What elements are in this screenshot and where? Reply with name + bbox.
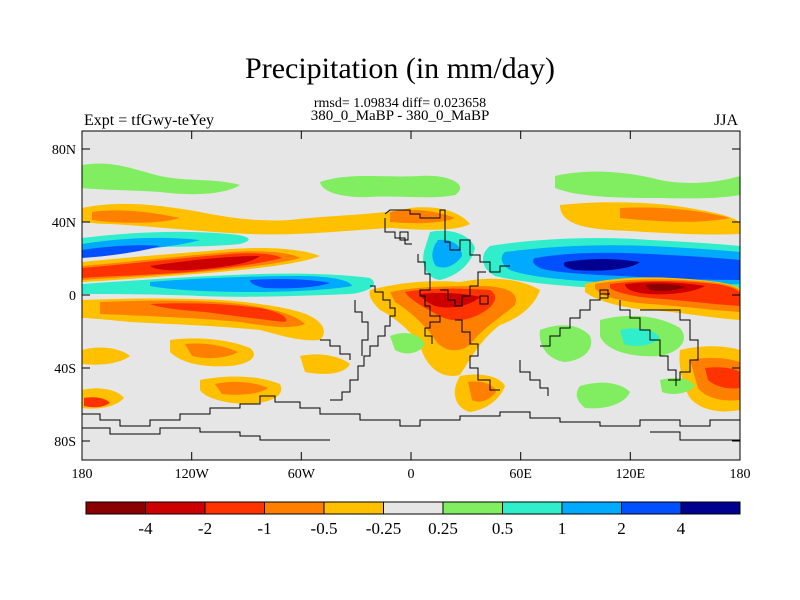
colorbar-label: -0.5 <box>311 519 338 538</box>
lat-label: 0 <box>69 289 76 304</box>
colorbar-label: 4 <box>677 519 686 538</box>
experiment-label: Expt = tfGwy-teYey <box>84 112 215 129</box>
colorbar-label: -4 <box>138 519 153 538</box>
colorbar-box-5 <box>323 501 384 515</box>
lon-label: 120W <box>175 467 210 482</box>
colorbar-box-10 <box>621 501 682 515</box>
lon-label: 120E <box>616 467 646 482</box>
lat-label: 40S <box>54 362 76 377</box>
lon-label: 60W <box>288 467 316 482</box>
lon-label: 180 <box>72 467 93 482</box>
lat-label: 80N <box>52 143 76 158</box>
colorbar-box-7 <box>442 501 503 515</box>
lon-labels: 180 120W 60W 0 60E 120E 180 <box>72 467 751 482</box>
wet-band-north <box>82 163 740 199</box>
dry-region-africa-indian <box>369 278 540 376</box>
colorbar-box-2 <box>145 501 206 515</box>
lon-label: 0 <box>408 467 415 482</box>
lon-axis <box>81 131 741 460</box>
lon-label: 180 <box>730 467 751 482</box>
map-title: Precipitation (in mm/day) <box>245 52 555 85</box>
lat-labels: 80N 40N 0 40S 80S <box>52 143 76 450</box>
colorbar-label: -1 <box>257 519 271 538</box>
season-label: JJA <box>713 112 738 129</box>
dry-patches-40s <box>82 338 740 412</box>
colorbar-box-6 <box>383 501 444 515</box>
colorbar-box-8 <box>502 501 563 515</box>
lat-axis <box>82 148 740 442</box>
colorbar-box-3 <box>204 501 265 515</box>
colorbar-label: 0.25 <box>428 519 458 538</box>
coastlines <box>82 209 740 441</box>
colorbar-label: 0.5 <box>492 519 513 538</box>
colorbar-box-11 <box>680 501 741 515</box>
case-line: 380_0_MaBP - 380_0_MaBP <box>310 108 490 124</box>
map-field <box>82 131 740 460</box>
dry-band-south-pacific <box>82 298 324 341</box>
dry-region-west-pacific <box>585 277 740 320</box>
lat-label: 40N <box>52 216 76 231</box>
colorbar-label: -2 <box>198 519 212 538</box>
colorbar <box>85 501 741 515</box>
wet-band-equator <box>82 273 374 297</box>
colorbar-box-4 <box>264 501 325 515</box>
lon-label: 60E <box>509 467 532 482</box>
dry-band-40n <box>82 202 740 235</box>
colorbar-label: 1 <box>558 519 567 538</box>
lat-label: 80S <box>54 435 76 450</box>
colorbar-box-9 <box>561 501 622 515</box>
colorbar-box-1 <box>85 501 146 515</box>
dry-band-10n <box>82 248 320 282</box>
colorbar-label: 2 <box>617 519 626 538</box>
wet-band-20n <box>82 230 740 291</box>
colorbar-labels: -4 -2 -1 -0.5 -0.25 0.25 0.5 1 2 4 <box>138 519 685 538</box>
colorbar-label: -0.25 <box>366 519 401 538</box>
stats-line: rmsd= 1.09834 diff= 0.023658 <box>313 96 487 111</box>
